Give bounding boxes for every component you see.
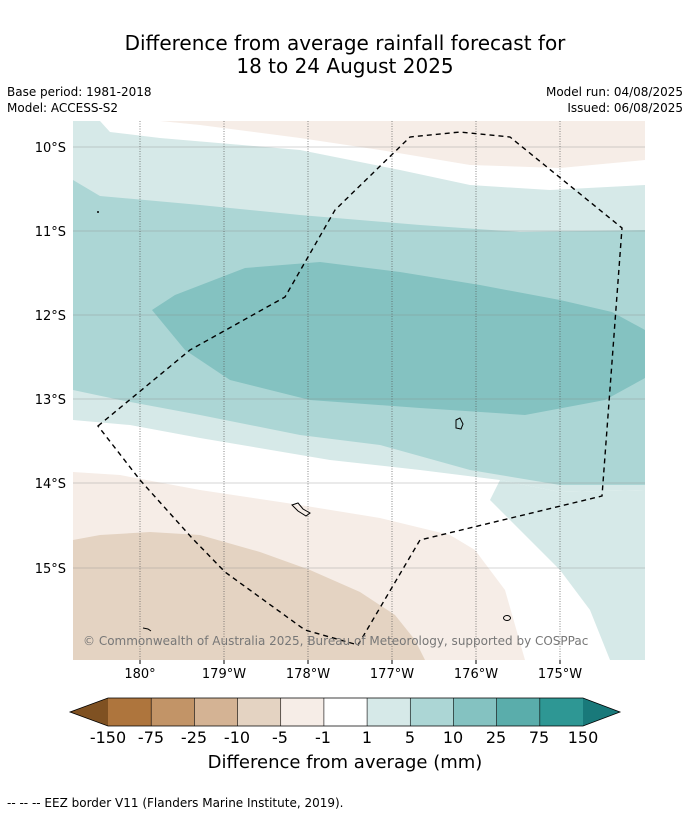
colorbar-tick-label: -25 xyxy=(180,728,208,747)
lon-label: 180° xyxy=(124,667,155,682)
colorbar-tick-label: -150 xyxy=(89,728,127,747)
colorbar-title: Difference from average (mm) xyxy=(207,752,483,773)
copyright-text: © Commonwealth of Australia 2025, Bureau… xyxy=(83,634,588,648)
longitude-ticks xyxy=(139,660,561,664)
colorbar-tick-label: 75 xyxy=(528,728,550,747)
map-title-line-1: Difference from average rainfall forecas… xyxy=(124,31,566,55)
island-outline xyxy=(503,615,511,621)
forecast-shading: © Commonwealth of Australia 2025, Bureau… xyxy=(73,121,645,660)
colorbar-tick-label: -5 xyxy=(272,728,288,747)
island-outline xyxy=(455,417,464,430)
colorbar-tick-label: 150 xyxy=(567,728,599,747)
colorbar-extend-low xyxy=(70,698,108,726)
lat-label: 15°S xyxy=(35,562,66,577)
wet-zone-dark xyxy=(152,262,645,415)
colorbar-tick-label: -10 xyxy=(223,728,251,747)
colorbar-segment xyxy=(151,698,195,726)
colorbar-tick-label: 10 xyxy=(442,728,464,747)
run-info: Model run: 04/08/2025 Issued: 06/08/2025 xyxy=(546,84,683,116)
lon-label: 179°W xyxy=(202,667,246,682)
colorbar-segment xyxy=(108,698,152,726)
lon-label: 176°W xyxy=(454,667,498,682)
eez-border xyxy=(97,131,623,646)
colorbar-segments xyxy=(70,698,620,726)
map-title-line-2: 18 to 24 August 2025 xyxy=(236,54,454,78)
lon-label: 175°W xyxy=(538,667,582,682)
island-dot xyxy=(97,211,99,213)
colorbar xyxy=(68,697,622,727)
colorbar-segment xyxy=(237,698,282,726)
latitude-gridlines xyxy=(73,146,645,569)
lon-label: 178°W xyxy=(286,667,330,682)
longitude-labels: 180° 179°W 178°W 177°W 176°W 175°W xyxy=(124,667,582,682)
colorbar-segment xyxy=(496,698,541,726)
latitude-labels: 10°S 11°S 12°S 13°S 14°S 15°S xyxy=(35,141,66,577)
lat-label: 13°S xyxy=(35,393,66,408)
wet-zone-light-south xyxy=(490,480,645,660)
colorbar-segment xyxy=(323,698,368,726)
colorbar-tick-label: 25 xyxy=(485,728,507,747)
lat-label: 11°S xyxy=(35,225,66,240)
colorbar-segment xyxy=(280,698,325,726)
colorbar-segment xyxy=(453,698,497,726)
dry-zone-north xyxy=(160,121,645,168)
eez-legend-note: -- -- -- EEZ border V11 (Flanders Marine… xyxy=(7,796,344,810)
lat-label: 14°S xyxy=(35,477,66,492)
model-text: Model: ACCESS-S2 xyxy=(7,101,119,115)
island-outline xyxy=(142,627,152,632)
colorbar-tick-label: -75 xyxy=(137,728,165,747)
model-run-text: Model run: 04/08/2025 xyxy=(545,85,683,99)
colorbar-segment xyxy=(539,698,584,726)
issued-text: Issued: 06/08/2025 xyxy=(567,101,683,115)
base-info: Base period: 1981-2018 Model: ACCESS-S2 xyxy=(7,84,152,116)
dry-zone-south-deep xyxy=(73,532,425,660)
colorbar-tick-label: -1 xyxy=(315,728,331,747)
forecast-map: © Commonwealth of Australia 2025, Bureau… xyxy=(35,121,645,682)
island-outline xyxy=(291,502,311,517)
lon-label: 177°W xyxy=(370,667,414,682)
colorbar-segment xyxy=(367,698,411,726)
colorbar-tick-label: 5 xyxy=(404,728,416,747)
lat-label: 10°S xyxy=(35,141,66,156)
lat-label: 12°S xyxy=(35,309,66,324)
colorbar-segment xyxy=(194,698,238,726)
colorbar-tick-label: 1 xyxy=(361,728,373,747)
colorbar-outline xyxy=(68,697,622,727)
colorbar-extend-high xyxy=(583,698,620,726)
base-period-text: Base period: 1981-2018 xyxy=(7,85,152,99)
colorbar-segment xyxy=(410,698,454,726)
